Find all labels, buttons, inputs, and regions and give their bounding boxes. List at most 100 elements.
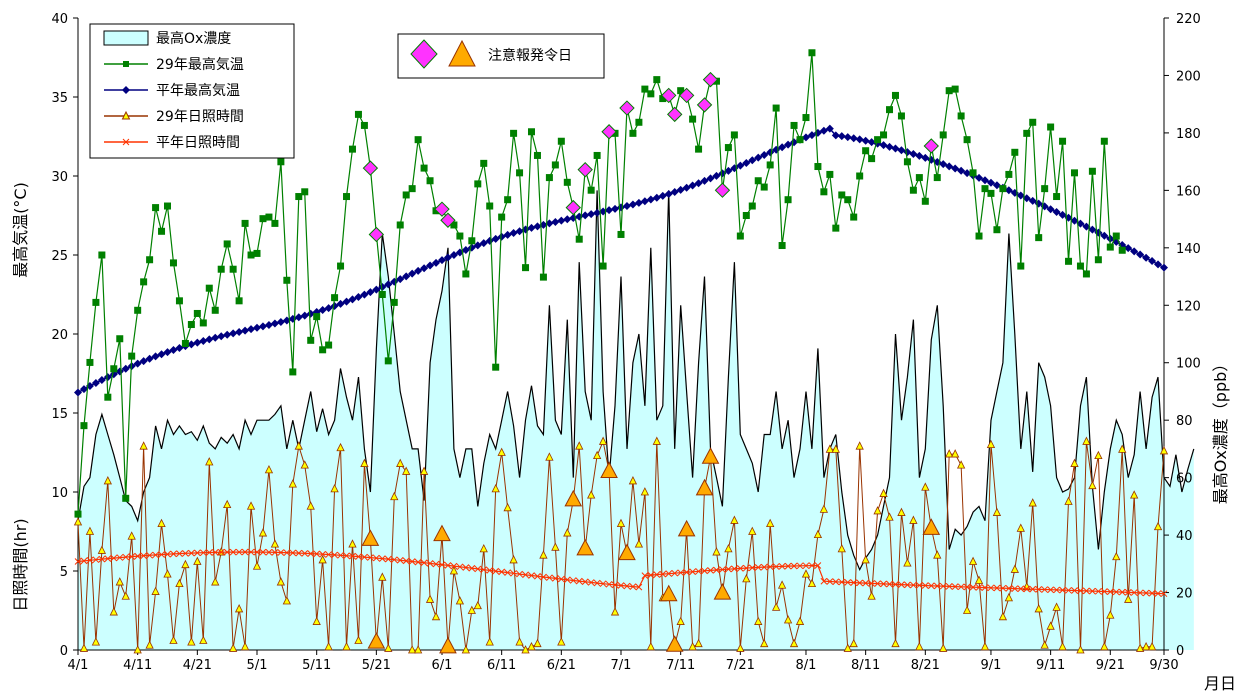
sun-avg-point [355, 553, 362, 560]
sun29-point [193, 556, 202, 565]
sun29-point [1153, 521, 1163, 531]
temp29-point [337, 262, 345, 270]
temp29-point [211, 306, 219, 314]
temp29-point [748, 202, 756, 210]
sun29-point [181, 559, 190, 569]
sun-avg-point [701, 567, 708, 575]
sun-avg-point [1065, 586, 1072, 594]
sun-avg-point [229, 548, 237, 556]
right-tick-label: 20 [1176, 587, 1193, 602]
temp-avg-point [778, 143, 787, 152]
sun-avg-point [74, 558, 82, 565]
left-tick-label: 0 [60, 644, 68, 659]
alert-triangle-marker [439, 636, 457, 654]
sun-avg-point [784, 562, 792, 570]
sun29-point [109, 607, 118, 616]
temp29-point [205, 284, 213, 292]
alert-triangle-marker [701, 447, 720, 464]
temp29-point [164, 202, 172, 210]
temp29-point [414, 136, 422, 144]
temp-avg-point [479, 239, 488, 248]
temp29-point [283, 276, 291, 284]
sun-avg-point [182, 549, 189, 557]
sun-avg-point [1011, 585, 1019, 592]
temp-avg-point [980, 176, 989, 185]
sun29-point [855, 441, 864, 450]
sun-avg-point [1083, 587, 1090, 595]
temp-avg-point [533, 222, 542, 231]
alert-triangle-marker [618, 543, 636, 561]
sun-avg-point [516, 570, 523, 578]
sun29-point [587, 490, 596, 499]
temp29-point [187, 321, 195, 329]
temp-avg-point [1130, 247, 1139, 256]
sun-avg-point [1017, 585, 1025, 593]
temp29-point [557, 137, 565, 145]
sun-avg-point [456, 563, 464, 571]
temp-avg-point [115, 367, 124, 376]
sun29-point [760, 638, 769, 648]
sun-avg-point [915, 581, 923, 589]
temp-avg-point [640, 197, 649, 206]
sun-avg-point [969, 583, 977, 591]
temp29-point [778, 242, 786, 250]
legend-swatch-sunavg-marker [122, 138, 130, 146]
sun29-point [413, 645, 423, 654]
temp29-point [844, 196, 852, 204]
temp-avg-point [784, 140, 793, 149]
temp-avg-point [235, 327, 244, 336]
temp-avg-point [1028, 196, 1037, 205]
temp-avg-point [897, 146, 906, 155]
temp-avg-point [384, 280, 393, 289]
temp29-point [1029, 118, 1037, 126]
x-tick-label: 6/21 [547, 658, 576, 673]
sun-avg-point [993, 584, 1001, 592]
x-tick-label: 7/21 [726, 658, 755, 673]
sun29-point [968, 556, 978, 565]
left-tick-label: 5 [60, 565, 68, 580]
sun-avg-point [575, 577, 583, 585]
sun-avg-point [808, 562, 816, 569]
sun29-point [962, 605, 972, 614]
temp29-point [897, 112, 905, 120]
temp29-point [277, 158, 285, 166]
sun-avg-point [259, 548, 267, 556]
temp-avg-point [199, 336, 208, 345]
sun-avg-point [164, 550, 171, 558]
sun29-point [956, 460, 966, 469]
sun29-point [497, 447, 506, 456]
temp-avg-point [336, 299, 345, 308]
temp-avg-point [992, 181, 1001, 190]
temp29-point [1023, 129, 1031, 137]
sun29-point [640, 487, 650, 496]
sun29-point [837, 543, 846, 553]
temp29-point [975, 232, 983, 240]
temp-avg-point [646, 195, 655, 204]
temp29-point [116, 335, 124, 343]
temp-avg-point [617, 203, 625, 212]
sun29-point [903, 558, 912, 567]
temp29-point [354, 110, 362, 118]
sun-avg-point [134, 552, 142, 560]
sun-avg-point [98, 555, 106, 563]
left-tick-label: 30 [51, 170, 68, 185]
sun29-point [730, 515, 739, 524]
temp29-point [969, 169, 977, 177]
sun-avg-point [1077, 587, 1084, 595]
sun-avg-point [1136, 589, 1144, 597]
temp-avg-point [622, 201, 631, 210]
temp29-point [98, 251, 106, 259]
sun-avg-point [176, 550, 183, 557]
temp29-point [158, 227, 166, 235]
sun-avg-point [450, 562, 458, 570]
temp-avg-point [843, 133, 852, 142]
temp-avg-point [408, 269, 417, 278]
temp-avg-point [963, 169, 972, 178]
sun29-point [300, 460, 309, 469]
temp-avg-point [957, 166, 966, 175]
temp29-point [629, 129, 637, 137]
sun-avg-point [677, 569, 685, 577]
sun29-point [843, 643, 852, 652]
temp29-point [868, 155, 876, 163]
temp29-point [1112, 232, 1120, 240]
